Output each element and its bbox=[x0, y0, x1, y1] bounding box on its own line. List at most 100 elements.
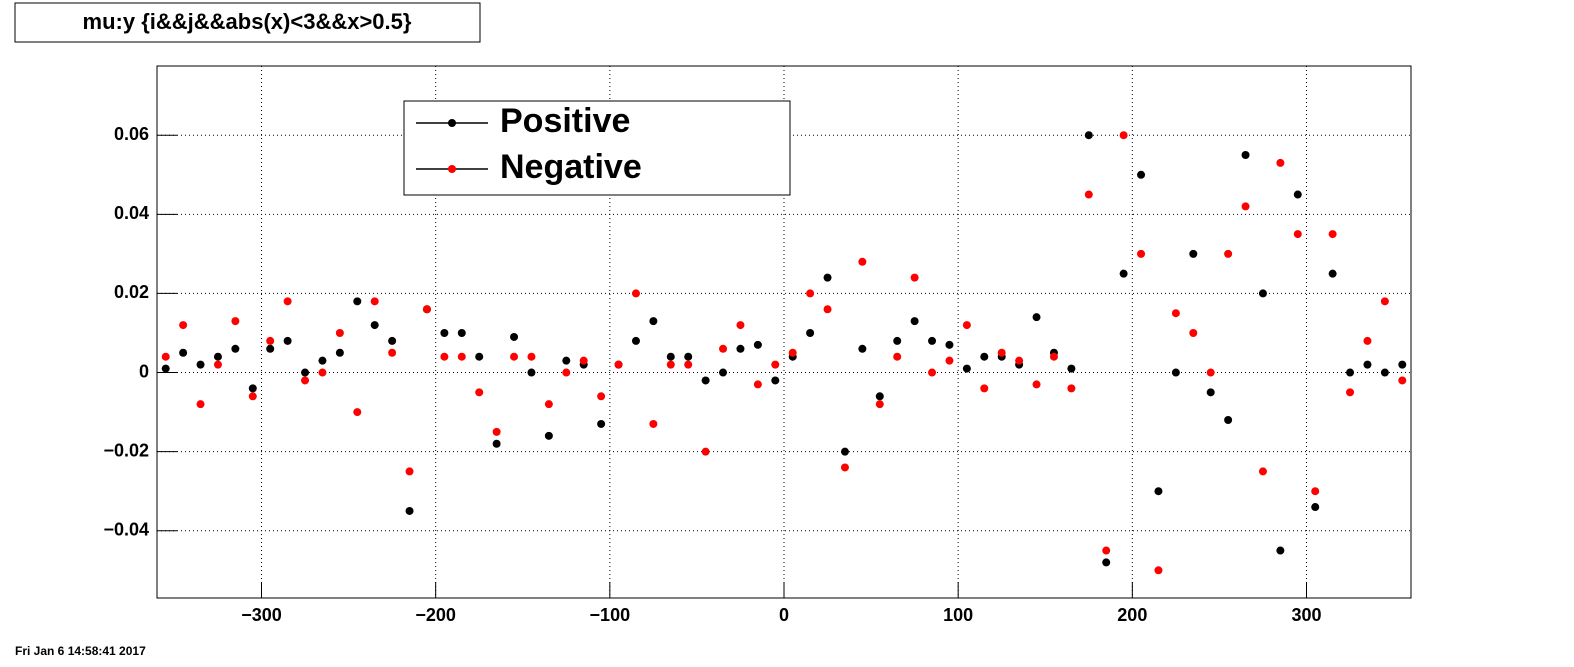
data-point bbox=[684, 352, 693, 361]
data-point bbox=[736, 321, 745, 330]
data-point bbox=[840, 447, 849, 456]
data-point bbox=[1137, 170, 1146, 179]
data-point bbox=[858, 257, 867, 266]
data-point bbox=[1049, 352, 1058, 361]
data-point bbox=[719, 368, 728, 377]
data-point bbox=[370, 321, 379, 330]
data-point bbox=[1206, 368, 1215, 377]
data-point bbox=[388, 348, 397, 357]
data-point bbox=[980, 384, 989, 393]
data-point bbox=[492, 439, 501, 448]
data-point bbox=[318, 368, 327, 377]
data-point bbox=[179, 321, 188, 330]
data-point bbox=[597, 392, 606, 401]
footer-date: Fri Jan 6 14:58:41 2017 bbox=[15, 644, 146, 658]
data-point bbox=[266, 344, 275, 353]
x-tick-label: 0 bbox=[779, 605, 789, 625]
data-point bbox=[1171, 309, 1180, 318]
data-point bbox=[231, 317, 240, 326]
data-point bbox=[1241, 150, 1250, 159]
data-point bbox=[405, 467, 414, 476]
data-point bbox=[1258, 467, 1267, 476]
data-point bbox=[1224, 416, 1233, 425]
data-point bbox=[1154, 487, 1163, 496]
data-point bbox=[1380, 297, 1389, 306]
data-point bbox=[806, 289, 815, 298]
data-point bbox=[1015, 356, 1024, 365]
data-point bbox=[701, 376, 710, 385]
data-point bbox=[335, 328, 344, 337]
data-point bbox=[1067, 364, 1076, 373]
data-point bbox=[527, 352, 536, 361]
data-point bbox=[1328, 230, 1337, 239]
x-tick-label: −100 bbox=[590, 605, 631, 625]
data-point bbox=[475, 352, 484, 361]
data-point bbox=[701, 447, 710, 456]
data-point bbox=[353, 297, 362, 306]
data-point bbox=[1276, 158, 1285, 167]
data-point bbox=[161, 352, 170, 361]
data-point bbox=[161, 364, 170, 373]
chart-title: mu:y {i&&j&&abs(x)<3&&x>0.5} bbox=[83, 9, 412, 34]
data-point bbox=[248, 384, 257, 393]
data-point bbox=[1189, 328, 1198, 337]
data-point bbox=[631, 336, 640, 345]
data-point bbox=[910, 317, 919, 326]
data-point bbox=[266, 336, 275, 345]
data-point bbox=[1311, 487, 1320, 496]
data-point bbox=[1258, 289, 1267, 298]
data-point bbox=[666, 352, 675, 361]
data-point bbox=[684, 360, 693, 369]
x-tick-label: −200 bbox=[415, 605, 456, 625]
title-box bbox=[14, 2, 481, 43]
data-point bbox=[614, 360, 623, 369]
data-point bbox=[1102, 546, 1111, 555]
data-point bbox=[823, 273, 832, 282]
data-point bbox=[510, 332, 519, 341]
data-point bbox=[440, 328, 449, 337]
data-point bbox=[510, 352, 519, 361]
data-point bbox=[1102, 558, 1111, 567]
data-point bbox=[597, 419, 606, 428]
data-point bbox=[335, 348, 344, 357]
data-point bbox=[875, 400, 884, 409]
data-point bbox=[823, 305, 832, 314]
data-point bbox=[544, 400, 553, 409]
data-point bbox=[562, 356, 571, 365]
data-point bbox=[1346, 388, 1355, 397]
data-point bbox=[858, 344, 867, 353]
data-point bbox=[1398, 376, 1407, 385]
x-tick-label: 200 bbox=[1117, 605, 1147, 625]
data-point bbox=[962, 321, 971, 330]
data-point bbox=[1154, 566, 1163, 575]
data-point bbox=[962, 364, 971, 373]
data-point bbox=[475, 388, 484, 397]
data-point bbox=[771, 360, 780, 369]
data-point bbox=[1206, 388, 1215, 397]
data-point bbox=[945, 356, 954, 365]
data-point bbox=[579, 356, 588, 365]
legend-marker bbox=[448, 119, 456, 127]
data-point bbox=[422, 305, 431, 314]
data-point bbox=[1119, 131, 1128, 140]
data-point bbox=[753, 380, 762, 389]
data-point bbox=[492, 427, 501, 436]
data-point bbox=[248, 392, 257, 401]
data-point bbox=[370, 297, 379, 306]
data-point bbox=[318, 356, 327, 365]
data-point bbox=[283, 297, 292, 306]
data-point bbox=[1224, 249, 1233, 258]
y-tick-label: 0.04 bbox=[114, 203, 149, 223]
data-point bbox=[179, 348, 188, 357]
data-point bbox=[1067, 384, 1076, 393]
data-point bbox=[388, 336, 397, 345]
data-point bbox=[1276, 546, 1285, 555]
data-point bbox=[719, 344, 728, 353]
data-point bbox=[1398, 360, 1407, 369]
data-point bbox=[1311, 503, 1320, 512]
data-point bbox=[753, 340, 762, 349]
data-point bbox=[527, 368, 536, 377]
data-point bbox=[1119, 269, 1128, 278]
data-point bbox=[806, 328, 815, 337]
data-point bbox=[353, 408, 362, 417]
